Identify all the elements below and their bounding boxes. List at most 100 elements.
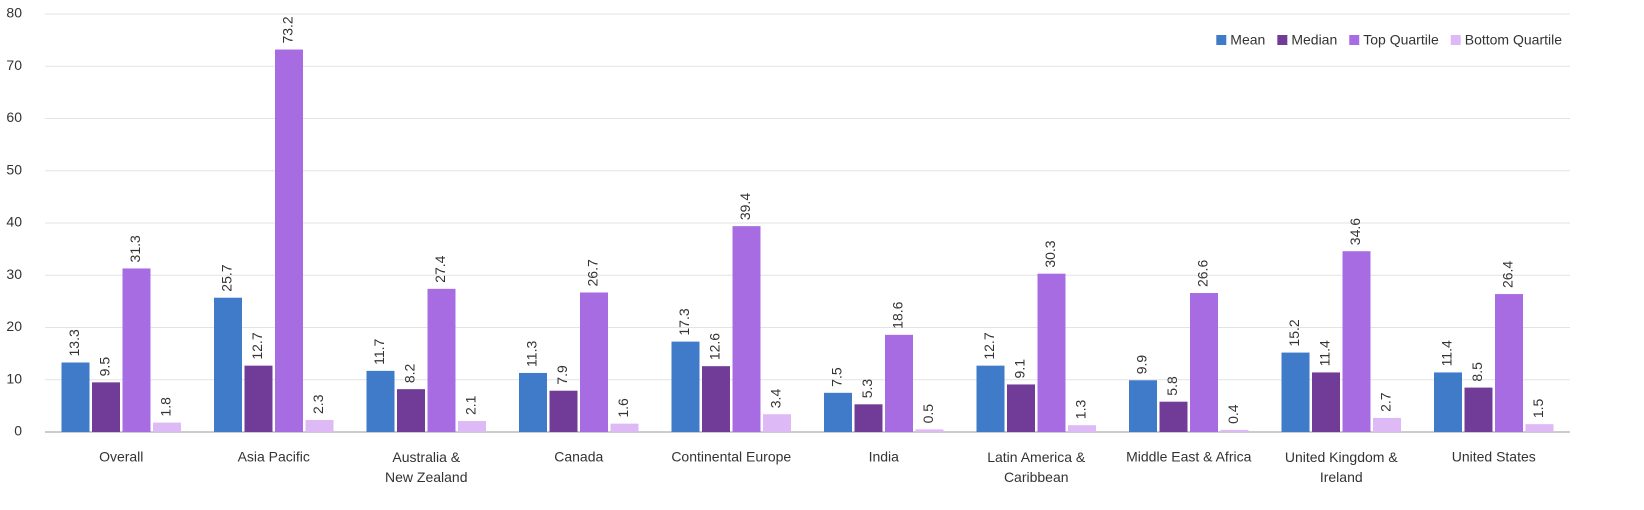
bar <box>519 372 547 432</box>
x-tick-label: India <box>869 449 900 465</box>
x-tick-label: Asia Pacific <box>238 449 310 465</box>
y-tick-label: 40 <box>6 214 22 230</box>
bar <box>915 429 944 432</box>
x-tick-label: Overall <box>99 449 143 465</box>
data-label: 2.1 <box>463 395 479 415</box>
data-label: 11.4 <box>1317 340 1333 366</box>
bar <box>427 288 456 432</box>
bar <box>214 297 242 432</box>
data-label: 30.3 <box>1042 240 1058 267</box>
bar <box>580 292 608 432</box>
bar <box>1068 425 1096 432</box>
bar <box>1464 387 1493 432</box>
data-label: 3.4 <box>768 389 784 409</box>
data-label: 9.9 <box>1134 355 1150 375</box>
data-label: 26.6 <box>1195 260 1211 287</box>
bar <box>366 370 395 432</box>
data-label: 31.3 <box>127 235 143 262</box>
bar <box>1159 401 1188 432</box>
data-label: 27.4 <box>432 255 448 282</box>
x-tick-label: Australia & New Zealand <box>385 449 468 485</box>
data-label: 8.2 <box>402 363 418 383</box>
legend-swatch <box>1216 35 1227 45</box>
data-label: 2.3 <box>310 394 326 414</box>
data-label: 2.7 <box>1378 392 1394 412</box>
bar <box>1525 424 1554 432</box>
bar <box>702 366 730 432</box>
bar <box>153 422 181 432</box>
y-tick-label: 10 <box>6 370 22 386</box>
legend-label: Mean <box>1230 32 1265 48</box>
legend-label: Bottom Quartile <box>1465 32 1562 48</box>
data-label: 5.8 <box>1164 376 1180 396</box>
legend-swatch <box>1277 35 1288 45</box>
bar <box>1220 429 1249 432</box>
data-label: 0.4 <box>1225 404 1241 424</box>
bar <box>885 334 913 432</box>
bar <box>1281 352 1310 432</box>
x-tick-label: United States <box>1452 449 1536 465</box>
data-label: 73.2 <box>280 16 296 43</box>
x-tick-label: Canada <box>554 449 603 465</box>
legend-label: Median <box>1291 32 1337 48</box>
data-label: 26.7 <box>585 259 601 286</box>
data-label: 12.7 <box>249 332 265 359</box>
y-tick-label: 70 <box>6 57 22 73</box>
data-label: 34.6 <box>1347 218 1363 245</box>
bar <box>824 392 852 432</box>
data-label: 1.5 <box>1530 398 1546 418</box>
y-tick-label: 30 <box>6 266 22 282</box>
data-label: 11.4 <box>1439 340 1455 366</box>
legend-swatch <box>1450 35 1461 45</box>
data-label: 11.3 <box>524 341 540 367</box>
bar <box>275 49 303 432</box>
x-tick-label: United Kingdom & Ireland <box>1285 449 1399 485</box>
data-label: 12.7 <box>981 332 997 359</box>
data-label: 8.5 <box>1469 362 1485 382</box>
bar <box>1129 380 1157 432</box>
data-label: 26.4 <box>1500 261 1516 288</box>
y-tick-label: 60 <box>6 109 22 125</box>
x-tick-label: Continental Europe <box>671 449 791 465</box>
bar <box>122 268 151 432</box>
bar <box>1373 417 1401 432</box>
bar <box>1190 293 1218 432</box>
data-label: 25.7 <box>219 264 235 291</box>
bar <box>1007 384 1035 432</box>
x-tick-label: Latin America & Caribbean <box>987 449 1086 485</box>
data-label: 9.5 <box>97 357 113 377</box>
data-label: 13.3 <box>66 329 82 356</box>
data-label: 39.4 <box>737 193 753 220</box>
bar <box>1342 251 1371 432</box>
data-label: 1.8 <box>158 397 174 417</box>
data-label: 1.3 <box>1073 400 1089 420</box>
legend: Mean Median Top Quartile Bottom Quartile <box>1216 32 1562 48</box>
bar <box>458 421 486 432</box>
y-tick-label: 80 <box>6 5 22 21</box>
legend-swatch <box>1349 35 1360 45</box>
bar <box>397 389 425 432</box>
data-label: 5.3 <box>859 379 875 399</box>
bar <box>610 423 639 432</box>
bar <box>1037 273 1066 432</box>
bar <box>1312 372 1340 432</box>
bar <box>549 390 578 432</box>
data-label: 11.7 <box>371 338 387 364</box>
data-label: 9.1 <box>1012 359 1028 379</box>
y-tick-label: 20 <box>6 318 22 334</box>
bar <box>732 226 761 432</box>
data-label: 7.9 <box>554 365 570 385</box>
data-label: 7.5 <box>829 367 845 387</box>
bar <box>1434 372 1462 432</box>
bar <box>1495 294 1523 432</box>
data-label: 1.6 <box>615 398 631 418</box>
data-label: 15.2 <box>1286 319 1302 346</box>
bar <box>92 382 120 432</box>
legend-label: Top Quartile <box>1363 32 1439 48</box>
bar <box>671 341 700 432</box>
data-label: 17.3 <box>676 308 692 335</box>
bar <box>976 365 1005 432</box>
bar <box>244 365 273 432</box>
bar <box>305 419 334 432</box>
